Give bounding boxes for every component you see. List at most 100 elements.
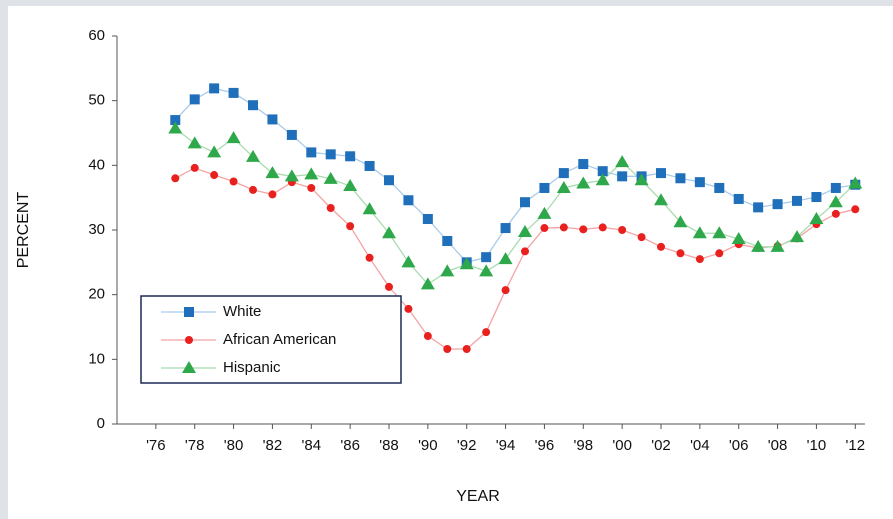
data-point bbox=[440, 264, 455, 277]
data-point bbox=[479, 264, 494, 277]
data-point bbox=[615, 155, 630, 168]
data-point bbox=[385, 282, 393, 291]
data-point bbox=[809, 212, 824, 225]
x-tick-label: '12 bbox=[846, 437, 866, 454]
data-point bbox=[733, 193, 744, 204]
data-point bbox=[597, 166, 608, 177]
legend-label: African American bbox=[223, 331, 336, 348]
data-point bbox=[228, 87, 239, 98]
data-point bbox=[753, 202, 764, 213]
data-point bbox=[618, 226, 627, 234]
data-point bbox=[326, 204, 335, 213]
y-tick-label: 10 bbox=[88, 350, 105, 367]
data-point bbox=[171, 174, 180, 183]
x-tick-label: '00 bbox=[612, 437, 632, 454]
chart-frame: YEAR PERCENT 0 10 20 30 40 50 60 '76 '78 '80 '82 '8… bbox=[8, 6, 893, 519]
legend-marker bbox=[182, 361, 196, 373]
data-point bbox=[462, 344, 471, 353]
data-point bbox=[209, 83, 220, 94]
data-point bbox=[520, 197, 530, 208]
legend-label: Hispanic bbox=[223, 359, 281, 376]
x-tick-label: '04 bbox=[690, 437, 710, 454]
y-tick-label: 30 bbox=[88, 221, 105, 238]
data-point bbox=[712, 226, 727, 239]
x-tick-label: '10 bbox=[807, 437, 827, 454]
data-point bbox=[537, 206, 552, 219]
x-tick-label: '06 bbox=[729, 437, 749, 454]
data-point bbox=[343, 179, 358, 192]
data-point bbox=[500, 223, 511, 234]
data-point bbox=[364, 160, 375, 171]
y-tick-label: 40 bbox=[88, 156, 105, 173]
data-point bbox=[249, 185, 257, 194]
legend-label: White bbox=[223, 303, 261, 320]
data-point bbox=[715, 249, 724, 258]
x-tick-label: '96 bbox=[535, 437, 555, 454]
data-point bbox=[284, 169, 299, 182]
data-point bbox=[346, 222, 355, 231]
x-tick-label: '02 bbox=[651, 437, 671, 454]
data-point bbox=[170, 115, 181, 126]
x-tick-label: '84 bbox=[302, 437, 322, 454]
data-point bbox=[770, 239, 785, 252]
data-point bbox=[229, 177, 238, 186]
data-point bbox=[695, 255, 704, 264]
data-point bbox=[501, 286, 510, 295]
data-point bbox=[714, 182, 725, 193]
data-point bbox=[676, 249, 685, 258]
data-point bbox=[731, 232, 746, 245]
data-point bbox=[403, 195, 414, 206]
data-point bbox=[248, 100, 258, 111]
data-point bbox=[190, 163, 199, 172]
data-point bbox=[772, 199, 783, 210]
data-point bbox=[634, 173, 649, 186]
data-point bbox=[540, 224, 549, 233]
data-point bbox=[382, 226, 396, 239]
x-tick-label: '82 bbox=[263, 437, 283, 454]
y-tick-label: 50 bbox=[88, 92, 105, 109]
data-point bbox=[559, 223, 568, 232]
data-point bbox=[384, 175, 394, 186]
data-point bbox=[265, 166, 280, 179]
data-point bbox=[286, 129, 297, 140]
data-point bbox=[442, 235, 453, 246]
data-point bbox=[595, 173, 610, 186]
data-point bbox=[306, 147, 317, 158]
data-point bbox=[518, 224, 532, 237]
y-axis-label: PERCENT bbox=[15, 192, 32, 269]
data-point bbox=[654, 193, 668, 206]
data-point bbox=[307, 183, 316, 192]
data-point bbox=[637, 233, 646, 242]
x-axis-label: YEAR bbox=[456, 488, 500, 505]
data-point bbox=[482, 328, 491, 337]
data-point bbox=[673, 215, 688, 228]
data-point bbox=[792, 195, 802, 206]
data-point bbox=[521, 247, 529, 256]
data-point bbox=[498, 252, 513, 265]
data-point bbox=[362, 202, 377, 215]
data-point bbox=[558, 168, 569, 179]
x-tick-label: '88 bbox=[379, 437, 399, 454]
x-tick-label: '86 bbox=[340, 437, 360, 454]
data-point bbox=[830, 182, 841, 193]
data-point bbox=[268, 190, 277, 199]
data-point bbox=[304, 167, 319, 180]
data-point bbox=[267, 114, 278, 125]
legend-marker bbox=[185, 336, 193, 344]
data-point bbox=[345, 151, 356, 162]
data-point bbox=[481, 252, 492, 263]
data-point bbox=[694, 177, 705, 188]
data-point bbox=[657, 242, 665, 251]
data-point bbox=[401, 255, 416, 268]
data-point bbox=[187, 136, 202, 149]
data-point bbox=[423, 332, 432, 341]
x-tick-label: '08 bbox=[768, 437, 788, 454]
data-point bbox=[459, 257, 474, 270]
chart: YEAR PERCENT 0 10 20 30 40 50 60 '76 '78 '80 '82 '8… bbox=[15, 27, 866, 505]
data-point bbox=[443, 344, 452, 353]
data-point bbox=[325, 149, 336, 160]
data-point bbox=[323, 171, 338, 184]
data-point bbox=[404, 304, 413, 313]
data-point bbox=[578, 159, 589, 170]
y-tick-label: 60 bbox=[88, 27, 105, 44]
